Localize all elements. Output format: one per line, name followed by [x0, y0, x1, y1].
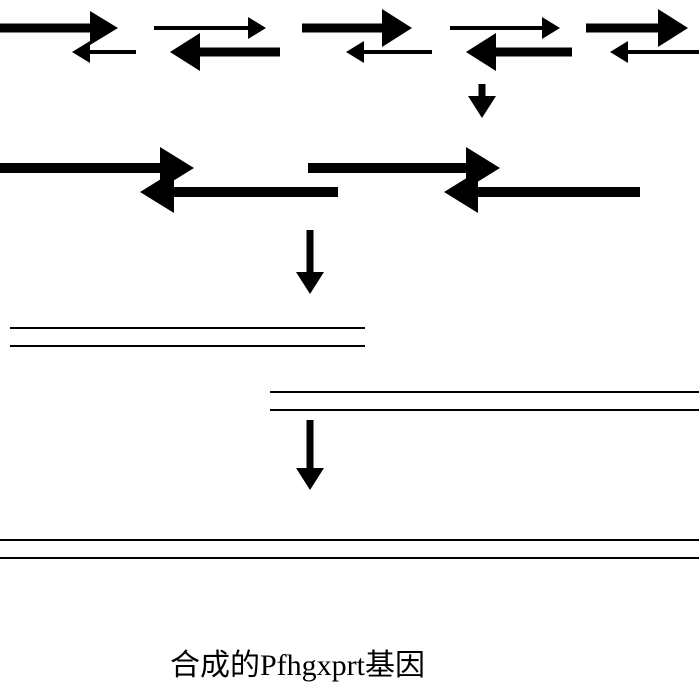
- diagram-stage: 合成的Pfhgxprt基因: [0, 0, 699, 697]
- arrow-head-icon: [444, 171, 478, 213]
- arrow-head-icon: [466, 33, 496, 71]
- diagram-svg: [0, 0, 699, 697]
- arrow-head-icon: [542, 17, 560, 39]
- arrow-head-icon: [140, 171, 174, 213]
- arrow-head-icon: [468, 96, 496, 118]
- arrow-head-icon: [346, 41, 364, 63]
- arrow-head-icon: [296, 468, 324, 490]
- arrow-head-icon: [72, 41, 90, 63]
- arrow-head-icon: [170, 33, 200, 71]
- arrow-head-icon: [658, 9, 688, 47]
- arrow-head-icon: [90, 11, 118, 45]
- arrow-head-icon: [248, 17, 266, 39]
- caption-label: 合成的Pfhgxprt基因: [170, 640, 425, 684]
- arrow-head-icon: [296, 272, 324, 294]
- arrow-head-icon: [382, 9, 412, 47]
- arrow-head-icon: [610, 41, 628, 63]
